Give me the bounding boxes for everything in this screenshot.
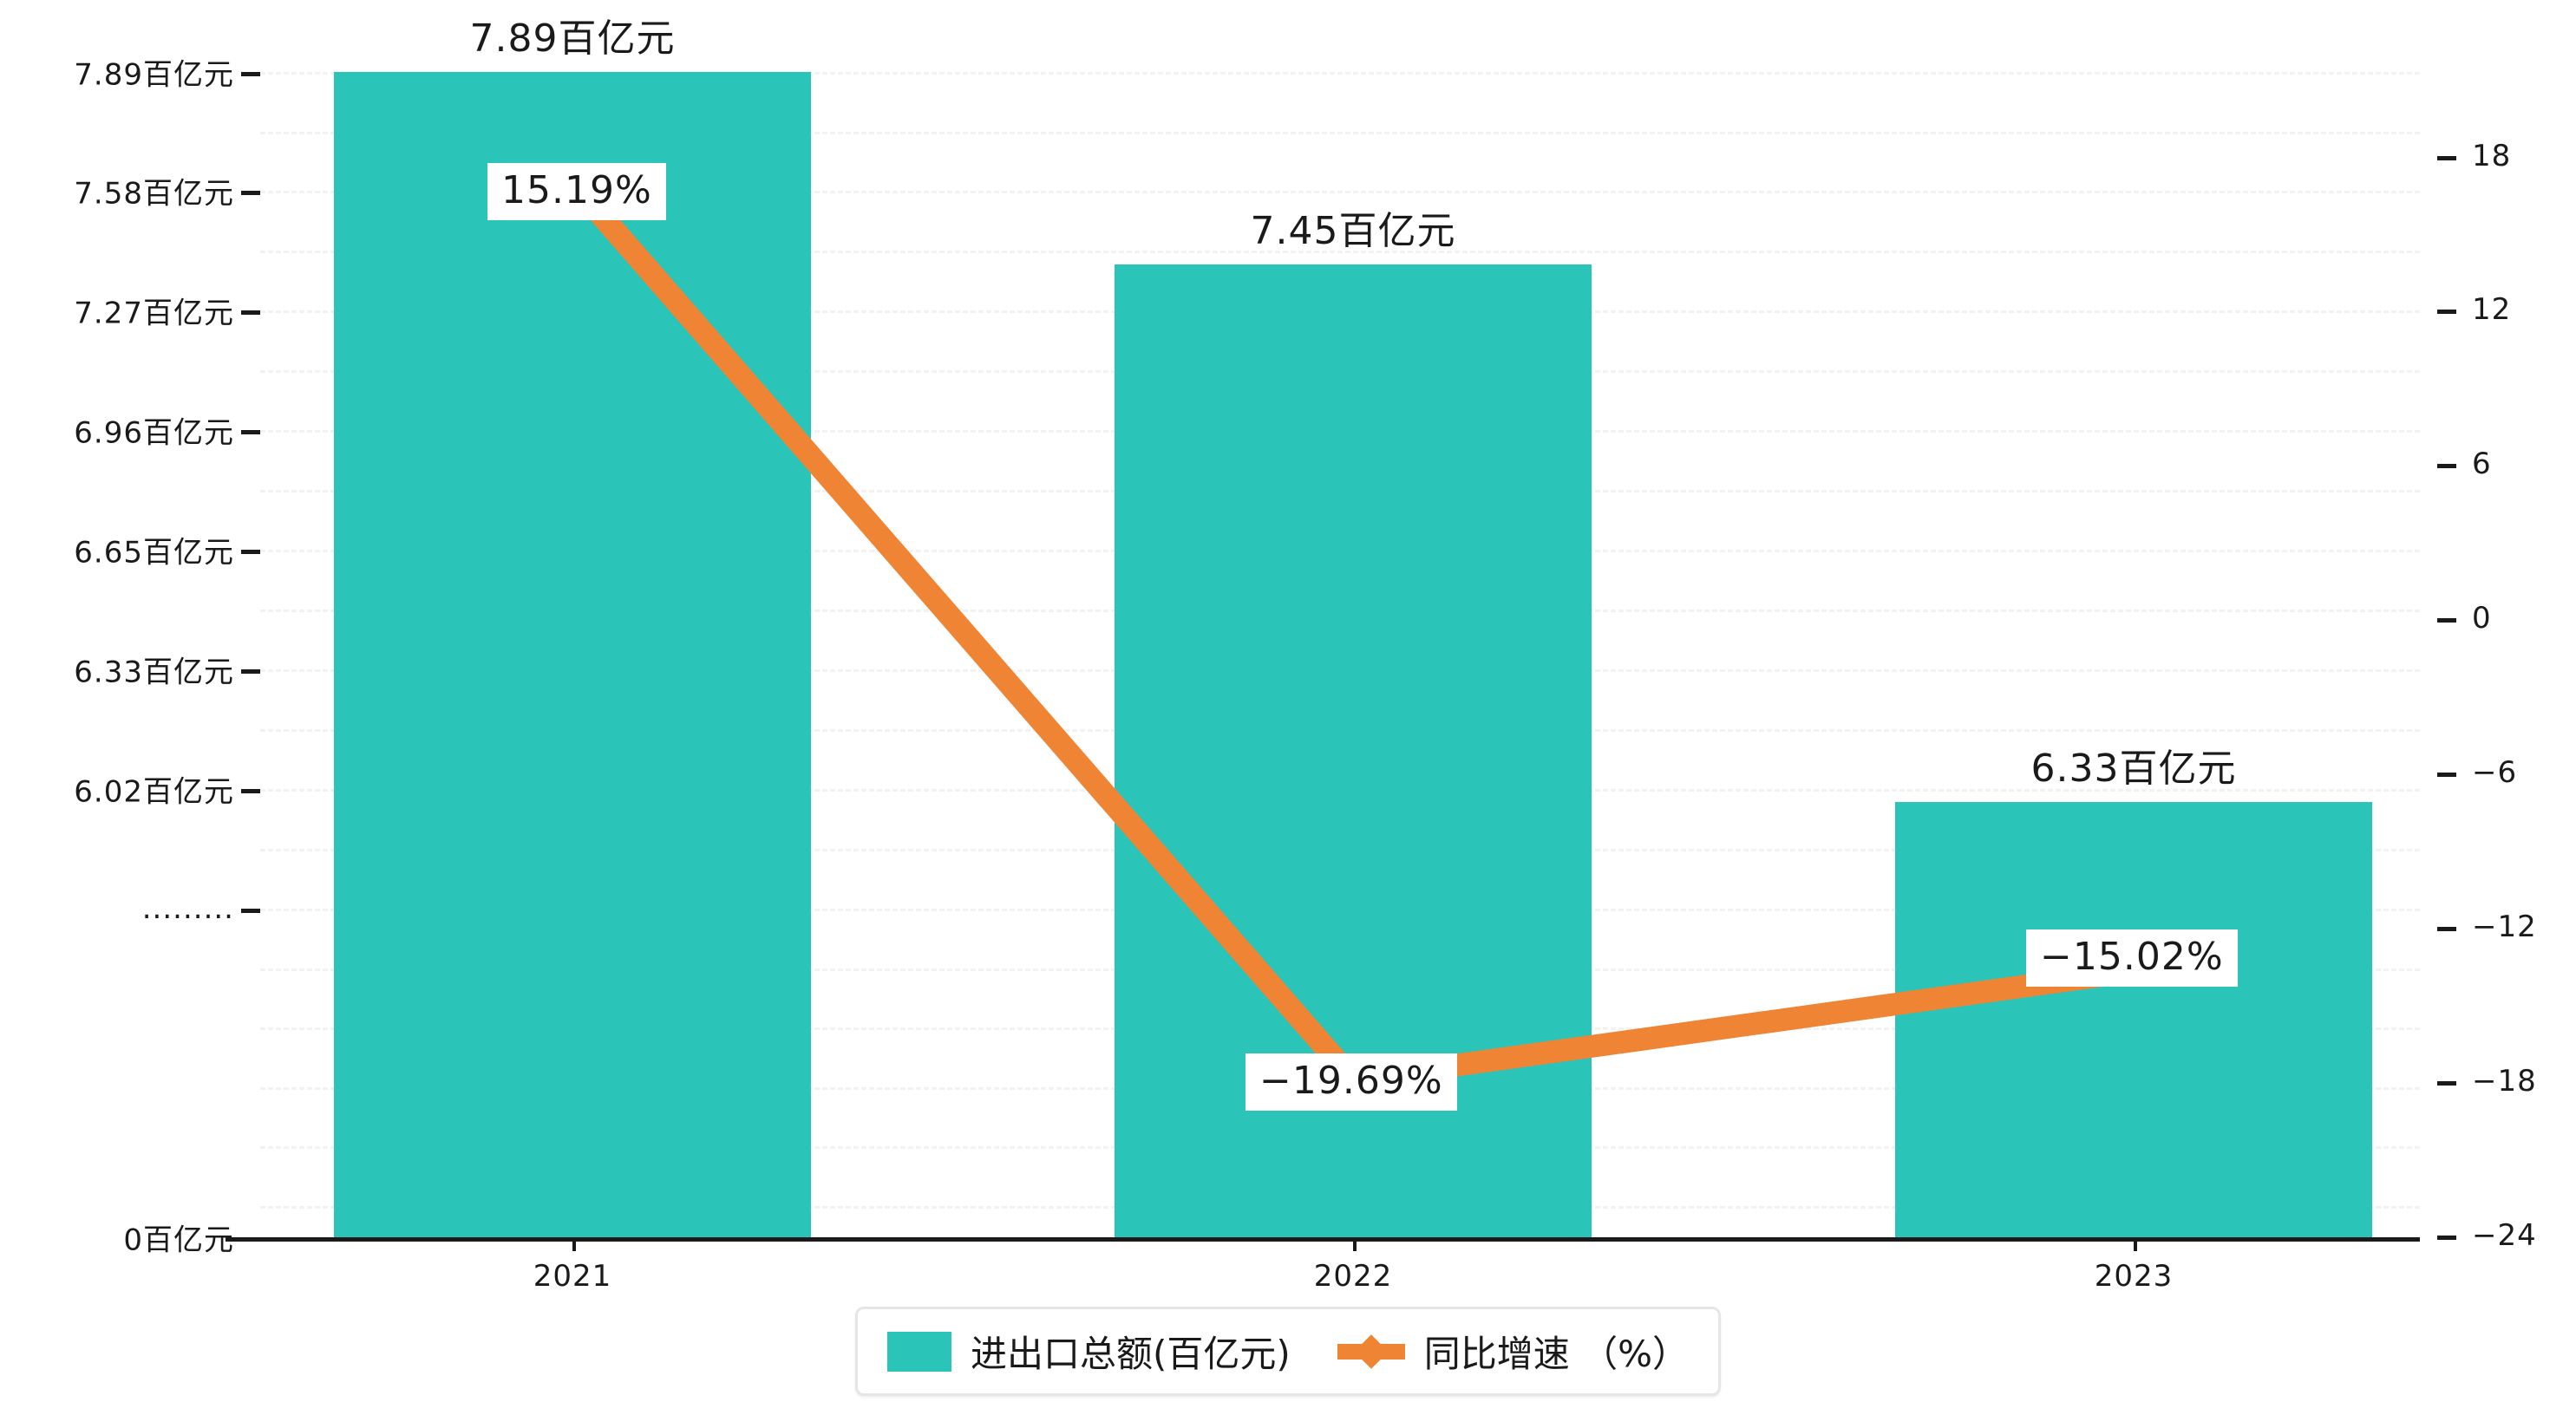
x-axis-tick bbox=[572, 1237, 576, 1251]
legend-label-line: 同比增速 （%） bbox=[1423, 1333, 1690, 1375]
legend-item-bar[interactable]: 进出口总额(百亿元) bbox=[886, 1325, 1291, 1378]
legend-item-line[interactable]: 同比增速 （%） bbox=[1337, 1325, 1689, 1378]
bar-value-label: 7.45百亿元 bbox=[1250, 209, 1456, 253]
x-axis-label: 2023 bbox=[2094, 1259, 2174, 1294]
y-axis-right-tick bbox=[2437, 618, 2456, 623]
y-axis-left-tick bbox=[241, 789, 260, 793]
y-axis-left-label: ......... bbox=[141, 891, 234, 926]
y-axis-right-label: −18 bbox=[2472, 1064, 2537, 1099]
line-point-label: −15.02% bbox=[2026, 929, 2238, 987]
y-axis-left-tick bbox=[241, 550, 260, 554]
y-axis-left-label: 6.96百亿元 bbox=[74, 415, 234, 451]
y-axis-left-label: 0百亿元 bbox=[123, 1223, 234, 1258]
y-axis-left-tick bbox=[241, 72, 260, 76]
y-axis-left-label: 6.02百亿元 bbox=[74, 774, 234, 810]
y-axis-right-tick bbox=[2437, 464, 2456, 468]
y-axis-right-tick bbox=[2437, 773, 2456, 777]
y-axis-right-label: 0 bbox=[2472, 601, 2492, 636]
x-axis-tick bbox=[1353, 1237, 1357, 1251]
y-axis-left-tick bbox=[241, 191, 260, 195]
y-axis-right-label: 12 bbox=[2472, 292, 2512, 327]
y-axis-right-tick bbox=[2437, 1236, 2456, 1240]
legend-swatch-bar-icon bbox=[886, 1331, 951, 1372]
gridline bbox=[260, 131, 2420, 134]
y-axis-right-label: −6 bbox=[2472, 755, 2518, 790]
line-point-label: 15.19% bbox=[487, 163, 666, 220]
bar-2021[interactable] bbox=[334, 72, 811, 1237]
x-axis-line bbox=[226, 1237, 2420, 1242]
line-point-label: −19.69% bbox=[1246, 1053, 1457, 1111]
y-axis-right-label: −24 bbox=[2472, 1218, 2537, 1253]
bar-value-label: 6.33百亿元 bbox=[2030, 747, 2237, 791]
y-axis-left-tick bbox=[241, 909, 260, 913]
bar-value-label: 7.89百亿元 bbox=[469, 16, 676, 61]
y-axis-right-label: −12 bbox=[2472, 910, 2537, 944]
y-axis-left-label: 6.65百亿元 bbox=[74, 535, 234, 571]
gridline bbox=[260, 72, 2420, 75]
legend-swatch-line-icon bbox=[1337, 1332, 1405, 1372]
y-axis-right-tick bbox=[2437, 310, 2456, 314]
y-axis-left-label: 6.33百亿元 bbox=[74, 655, 234, 690]
y-axis-left-tick bbox=[241, 1237, 260, 1242]
y-axis-left-tick bbox=[241, 310, 260, 315]
y-axis-right-label: 6 bbox=[2472, 447, 2492, 481]
y-axis-left-label: 7.89百亿元 bbox=[74, 57, 234, 93]
y-axis-left-tick bbox=[241, 430, 260, 434]
y-axis-left-label: 7.58百亿元 bbox=[74, 176, 234, 212]
x-axis-label: 2021 bbox=[533, 1259, 612, 1294]
x-axis-label: 2022 bbox=[1313, 1259, 1393, 1294]
y-axis-right-tick bbox=[2437, 1081, 2456, 1086]
legend-label-bar: 进出口总额(百亿元) bbox=[970, 1333, 1291, 1375]
y-axis-left-tick bbox=[241, 669, 260, 674]
bar-2023[interactable] bbox=[1895, 802, 2372, 1237]
y-axis-right-tick bbox=[2437, 927, 2456, 931]
y-axis-left-label: 7.27百亿元 bbox=[74, 296, 234, 331]
y-axis-right-label: 18 bbox=[2472, 139, 2512, 173]
y-axis-right-tick bbox=[2437, 156, 2456, 160]
chart-legend: 进出口总额(百亿元) 同比增速 （%） bbox=[854, 1307, 1722, 1396]
x-axis-tick bbox=[2134, 1237, 2137, 1251]
